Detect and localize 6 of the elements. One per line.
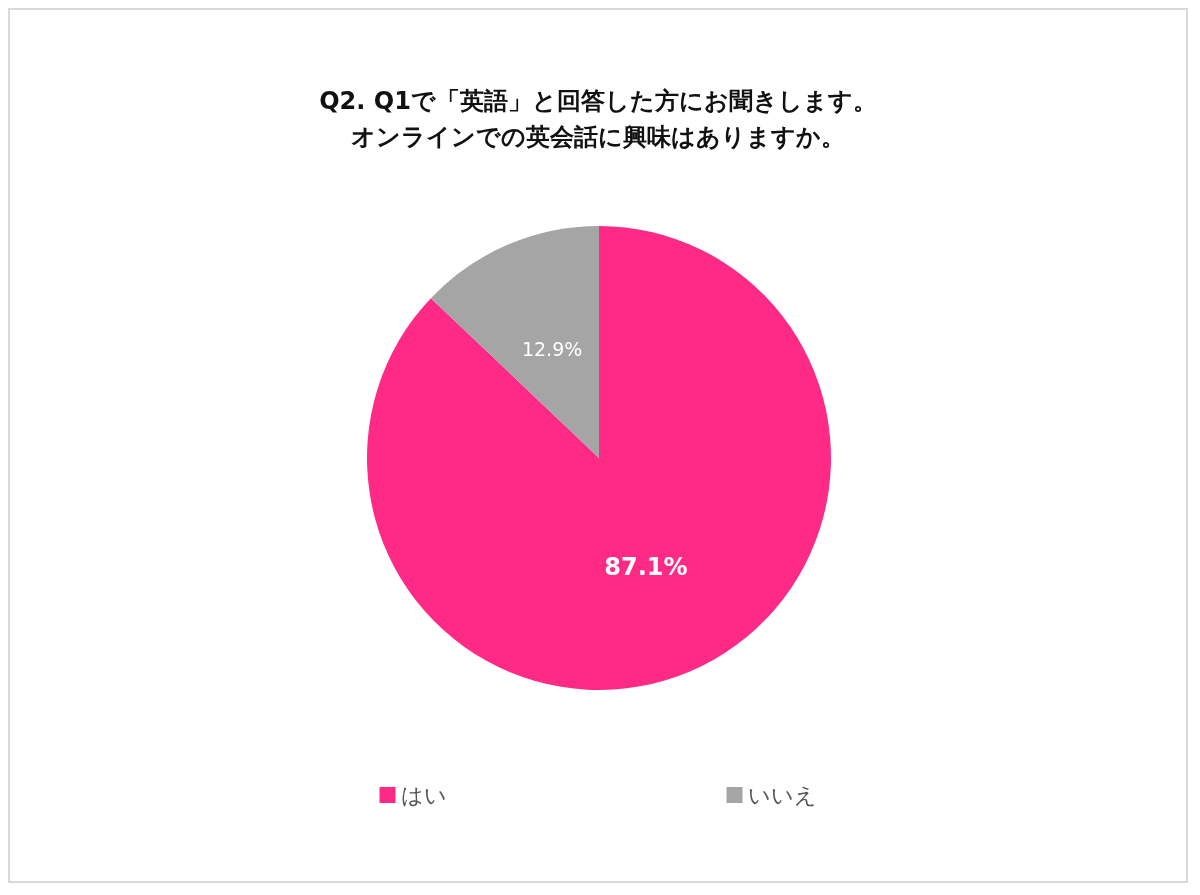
chart-subtitle: オンラインでの英会話に興味はありますか。 [351,123,845,151]
data-label: 12.9% [521,337,583,360]
legend-label: いいえ [747,782,817,808]
data-label: 87.1% [604,553,688,582]
legend-label: はい [400,782,447,808]
chart-title: Q2. Q1で「英語」と回答した方にお聞きします。 [319,87,877,115]
